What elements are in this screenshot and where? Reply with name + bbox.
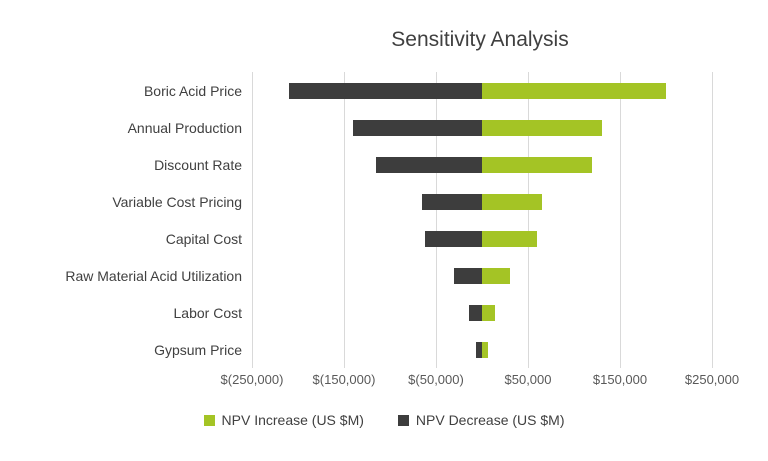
- legend-label: NPV Decrease (US $M): [415, 412, 565, 428]
- bar-npv-decrease: [475, 341, 482, 358]
- category-label: Discount Rate: [154, 156, 242, 173]
- legend-swatch: [203, 414, 215, 426]
- gridline: [711, 72, 713, 368]
- bar-npv-increase: [482, 193, 542, 210]
- gridline: [435, 72, 437, 368]
- category-label: Gypsum Price: [154, 341, 242, 358]
- bar-npv-increase: [482, 341, 488, 358]
- x-tick-label: $50,000: [504, 372, 552, 387]
- bar-npv-increase: [482, 267, 510, 284]
- bar-npv-decrease: [353, 119, 482, 136]
- category-label: Annual Production: [127, 119, 242, 136]
- bar-npv-decrease: [454, 267, 482, 284]
- chart-title: Sensitivity Analysis: [391, 28, 569, 51]
- legend: NPV Increase (US $M) NPV Decrease (US $M): [0, 412, 768, 428]
- x-tick-label: $250,000: [684, 372, 740, 387]
- legend-item: NPV Decrease (US $M): [397, 412, 565, 428]
- x-tick-label: $150,000: [592, 372, 648, 387]
- legend-swatch: [397, 414, 409, 426]
- x-tick-label: $(150,000): [312, 372, 376, 387]
- bar-npv-increase: [482, 82, 666, 99]
- gridline: [619, 72, 621, 368]
- category-label: Boric Acid Price: [143, 82, 242, 99]
- gridline: [251, 72, 253, 368]
- bar-npv-decrease: [288, 82, 482, 99]
- bar-npv-decrease: [376, 156, 482, 173]
- x-axis: $(250,000) $(150,000) $(50,000) $50,000 $150…: [221, 372, 740, 390]
- bar-npv-decrease: [424, 230, 482, 247]
- category-label: Raw Material Acid Utilization: [65, 267, 242, 284]
- gridline: [527, 72, 529, 368]
- bar-npv-increase: [482, 230, 538, 247]
- bar-npv-increase: [482, 119, 602, 136]
- bar-npv-decrease: [469, 304, 482, 321]
- category-label: Variable Cost Pricing: [112, 193, 242, 210]
- legend-label: NPV Increase (US $M): [221, 412, 364, 428]
- bar-npv-increase: [482, 304, 495, 321]
- bar-npv-increase: [482, 156, 593, 173]
- x-tick-label: $(250,000): [220, 372, 284, 387]
- bar-npv-decrease: [422, 193, 482, 210]
- category-label: Labor Cost: [173, 304, 242, 321]
- category-label: Capital Cost: [165, 230, 242, 247]
- plot-area: [251, 72, 713, 368]
- gridline: [343, 72, 345, 368]
- category-axis: Boric Acid Price Annual Production Discoun…: [0, 72, 242, 368]
- x-tick-label: $(50,000): [408, 372, 464, 387]
- legend-item: NPV Increase (US $M): [203, 412, 364, 428]
